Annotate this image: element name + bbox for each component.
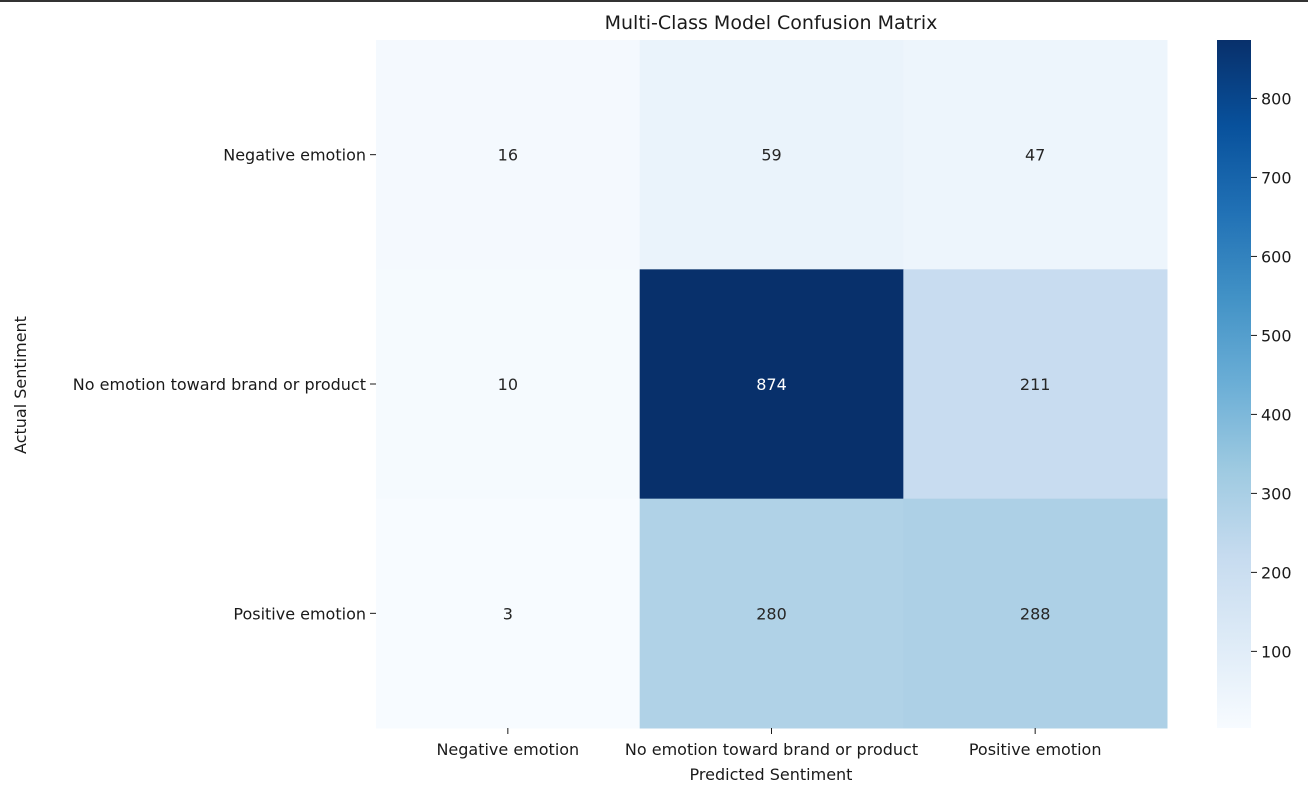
x-axis-ticks: Negative emotion No emotion toward brand … bbox=[436, 728, 1101, 759]
cell-value-label: 59 bbox=[761, 146, 781, 165]
colorbar-tick-label: 300 bbox=[1261, 484, 1292, 503]
y-axis-label: Actual Sentiment bbox=[11, 316, 30, 454]
colorbar-tick-label: 600 bbox=[1261, 247, 1292, 266]
heatmap-cell bbox=[376, 269, 641, 500]
colorbar bbox=[1217, 40, 1251, 728]
top-border bbox=[0, 0, 1308, 2]
x-tick-label: Negative emotion bbox=[436, 740, 579, 759]
colorbar-tick-label: 500 bbox=[1261, 326, 1292, 345]
heatmap-cell bbox=[376, 40, 641, 270]
colorbar-tick-label: 100 bbox=[1261, 642, 1292, 661]
y-tick-label: Positive emotion bbox=[233, 604, 366, 623]
y-tick-label: No emotion toward brand or product bbox=[73, 375, 366, 394]
cell-value-label: 874 bbox=[756, 375, 787, 394]
cell-value-label: 47 bbox=[1025, 146, 1045, 165]
cell-value-label: 280 bbox=[756, 604, 787, 623]
colorbar-tick-label: 200 bbox=[1261, 563, 1292, 582]
heatmap-cells bbox=[376, 40, 1168, 729]
colorbar-ticks: 100 200 300 400 500 600 700 800 bbox=[1251, 89, 1292, 661]
cell-value-label: 16 bbox=[498, 146, 518, 165]
heatmap-cell bbox=[903, 269, 1168, 500]
cell-value-label: 10 bbox=[498, 375, 518, 394]
colorbar-tick-label: 400 bbox=[1261, 405, 1292, 424]
heatmap-cell bbox=[903, 40, 1168, 270]
heatmap-cell bbox=[639, 40, 904, 270]
heatmap-cell bbox=[376, 498, 641, 729]
heatmap-cell-labels: 16 59 47 10 874 211 3 280 288 bbox=[498, 146, 1051, 624]
heatmap-cell bbox=[903, 498, 1168, 729]
y-axis-ticks: Negative emotion No emotion toward brand … bbox=[73, 146, 376, 623]
heatmap-cell bbox=[639, 269, 904, 500]
cell-value-label: 211 bbox=[1020, 375, 1051, 394]
colorbar-tick-label: 800 bbox=[1261, 89, 1292, 108]
x-tick-label: Positive emotion bbox=[969, 740, 1102, 759]
colorbar-tick-label: 700 bbox=[1261, 168, 1292, 187]
x-tick-label: No emotion toward brand or product bbox=[625, 740, 918, 759]
heatmap-cell bbox=[639, 498, 904, 729]
y-tick-label: Negative emotion bbox=[223, 146, 366, 165]
cell-value-label: 288 bbox=[1020, 604, 1051, 623]
cell-value-label: 3 bbox=[503, 604, 513, 623]
x-axis-label: Predicted Sentiment bbox=[690, 765, 853, 784]
chart-title: Multi-Class Model Confusion Matrix bbox=[605, 12, 938, 34]
